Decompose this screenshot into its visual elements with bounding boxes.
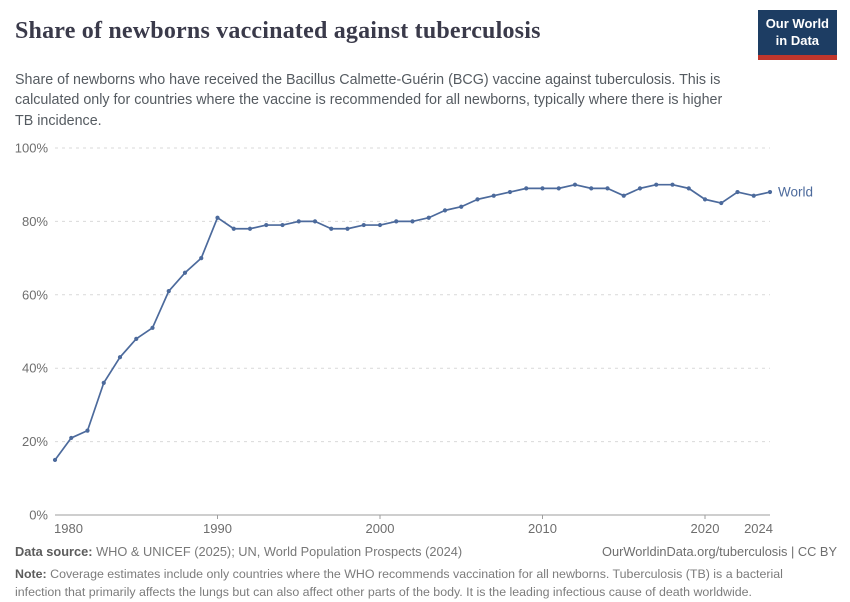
- data-point[interactable]: [264, 223, 269, 228]
- data-point[interactable]: [52, 457, 58, 463]
- x-axis-tick-label: 2010: [528, 521, 557, 536]
- attribution-link[interactable]: OurWorldinData.org/tuberculosis | CC BY: [602, 544, 837, 560]
- data-source-label: Data source:: [15, 544, 93, 560]
- data-point[interactable]: [182, 270, 188, 275]
- data-point[interactable]: [491, 193, 496, 198]
- chart-header: Share of newborns vaccinated against tub…: [0, 0, 850, 60]
- page-title: Share of newborns vaccinated against tub…: [15, 18, 541, 44]
- data-source-value: WHO & UNICEF (2025); UN, World Populatio…: [96, 544, 463, 560]
- trend-line: [54, 183, 771, 461]
- data-point[interactable]: [215, 215, 220, 220]
- data-point[interactable]: [134, 336, 139, 342]
- data-point[interactable]: [459, 204, 464, 209]
- data-point[interactable]: [507, 190, 513, 195]
- owid-logo-line2: in Data: [775, 32, 820, 48]
- data-point[interactable]: [69, 435, 74, 441]
- data-point[interactable]: [589, 186, 594, 191]
- data-point[interactable]: [426, 215, 431, 220]
- y-axis-tick-label: 100%: [15, 141, 49, 156]
- source-row: Data source: WHO & UNICEF (2025); UN, Wo…: [15, 544, 837, 559]
- data-point[interactable]: [686, 186, 691, 191]
- data-point[interactable]: [166, 289, 171, 294]
- data-point[interactable]: [540, 186, 545, 191]
- chart-subtitle: Share of newborns who have received the …: [15, 71, 723, 129]
- footnote-text: Coverage estimates include only countrie…: [15, 567, 783, 600]
- data-point[interactable]: [312, 219, 318, 224]
- data-point[interactable]: [410, 219, 415, 224]
- data-point[interactable]: [117, 355, 123, 360]
- x-axis-tick-label: 2020: [691, 521, 720, 536]
- chart-footer: Data source: WHO & UNICEF (2025); UN, Wo…: [0, 544, 850, 602]
- data-point[interactable]: [377, 223, 383, 228]
- y-axis-tick-label: 60%: [22, 287, 48, 302]
- data-point[interactable]: [394, 219, 399, 224]
- data-source: Data source: WHO & UNICEF (2025); UN, Wo…: [15, 544, 462, 559]
- footnote-label: Note:: [15, 567, 47, 582]
- data-point[interactable]: [101, 380, 106, 386]
- data-point[interactable]: [621, 193, 626, 198]
- data-point[interactable]: [329, 226, 334, 231]
- data-point[interactable]: [150, 325, 155, 331]
- y-axis-tick-label: 40%: [22, 361, 48, 376]
- data-point[interactable]: [280, 223, 285, 228]
- y-axis-tick-label: 80%: [22, 214, 48, 229]
- data-point[interactable]: [442, 208, 448, 213]
- data-point[interactable]: [247, 226, 253, 231]
- data-point[interactable]: [231, 226, 236, 231]
- x-axis-tick-label: 1980: [54, 521, 83, 536]
- data-point[interactable]: [605, 186, 610, 191]
- data-point[interactable]: [345, 226, 350, 231]
- data-point[interactable]: [572, 182, 578, 187]
- series-end-label: World: [778, 185, 813, 200]
- data-point[interactable]: [654, 182, 659, 187]
- data-point[interactable]: [199, 256, 204, 261]
- data-point[interactable]: [85, 428, 90, 433]
- data-point[interactable]: [702, 197, 708, 202]
- data-point[interactable]: [296, 219, 301, 224]
- data-point[interactable]: [361, 223, 366, 228]
- y-axis-tick-label: 0%: [29, 508, 48, 523]
- data-point[interactable]: [670, 182, 675, 187]
- data-point[interactable]: [475, 197, 480, 202]
- data-point[interactable]: [524, 186, 529, 191]
- data-point[interactable]: [637, 186, 643, 191]
- y-axis-tick-label: 20%: [22, 434, 48, 449]
- owid-logo-line1: Our World: [765, 16, 829, 31]
- data-point[interactable]: [767, 190, 773, 195]
- x-axis-tick-label: 2024: [744, 521, 773, 536]
- data-point[interactable]: [556, 186, 561, 191]
- data-point[interactable]: [719, 201, 724, 206]
- chart-canvas[interactable]: 0% 20% 40% 60% 80% 100% 1980 1990 2000 2010 2020 20…: [0, 135, 850, 540]
- x-axis-tick-label: 2000: [366, 521, 395, 536]
- data-point[interactable]: [735, 190, 740, 195]
- footnote: Note: Coverage estimates include only co…: [15, 566, 829, 602]
- x-axis-tick-label: 1990: [203, 521, 232, 536]
- data-point[interactable]: [751, 193, 756, 198]
- owid-logo[interactable]: Our World in Data: [757, 10, 837, 60]
